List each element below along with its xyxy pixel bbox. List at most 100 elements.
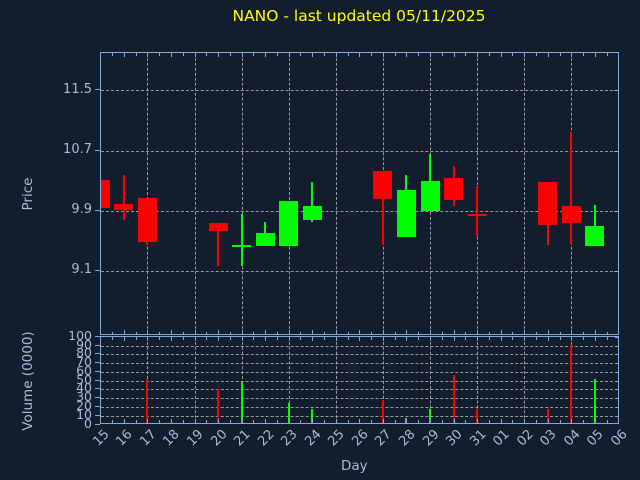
- vertical-gridline: [241, 337, 243, 423]
- volume-tick-mark: [95, 362, 100, 364]
- x-tick-mark: [300, 337, 302, 340]
- volume-tick-mark: [614, 363, 618, 365]
- x-tick-mark: [500, 330, 502, 334]
- x-tick-mark: [430, 418, 431, 423]
- x-tick-mark: [512, 420, 514, 423]
- x-tick-mark: [100, 418, 102, 423]
- volume-tick-label: 10: [76, 406, 92, 422]
- volume-tick-mark: [614, 398, 618, 400]
- volume-tick-label: 30: [76, 389, 92, 405]
- x-tick-mark: [112, 331, 114, 334]
- x-tick-mark: [371, 420, 373, 423]
- candlestick-body: [232, 244, 252, 248]
- x-tick-mark: [288, 53, 290, 57]
- x-tick-mark: [441, 337, 443, 340]
- volume-bar: [570, 344, 573, 423]
- volume-tick-label: 20: [76, 397, 92, 413]
- price-tick-mark: [95, 209, 100, 211]
- volume-bar: [452, 375, 455, 423]
- candlestick-body: [420, 180, 440, 212]
- candlestick-body: [467, 213, 487, 217]
- volume-gridline: [100, 354, 618, 356]
- candlestick-body: [444, 178, 464, 201]
- x-tick-mark: [594, 418, 596, 423]
- price-tick-label: 10.7: [63, 142, 92, 158]
- x-tick-mark: [524, 53, 526, 57]
- volume-tick-mark: [95, 335, 100, 337]
- x-tick-mark: [194, 330, 196, 334]
- candlestick-body: [100, 179, 110, 208]
- vertical-gridline: [430, 337, 431, 423]
- volume-bar: [240, 382, 243, 423]
- candlestick-wick: [311, 182, 314, 223]
- candlestick-wick: [570, 132, 573, 244]
- x-tick-mark: [512, 53, 514, 56]
- chart-title: NANO - last updated 05/11/2025: [232, 7, 486, 25]
- x-tick-mark: [335, 53, 337, 57]
- x-tick-mark: [371, 331, 373, 334]
- x-tick-mark: [312, 53, 314, 57]
- candlestick-wick: [240, 214, 243, 266]
- volume-gridline: [100, 389, 618, 391]
- volume-bar: [287, 403, 290, 423]
- x-tick-mark: [477, 418, 479, 423]
- x-tick-mark: [583, 331, 585, 334]
- x-tick-mark: [594, 330, 596, 334]
- x-tick-mark: [123, 418, 125, 423]
- x-tick-mark: [182, 420, 184, 423]
- x-tick-mark: [276, 53, 278, 56]
- x-tick-mark: [571, 418, 573, 423]
- x-tick-mark: [441, 53, 443, 56]
- x-tick-mark: [418, 53, 420, 56]
- x-tick-mark: [253, 331, 255, 334]
- x-tick-mark: [312, 337, 314, 341]
- x-tick-mark: [147, 337, 149, 341]
- x-tick-mark: [382, 330, 384, 334]
- x-tick-mark: [335, 337, 337, 341]
- candlestick-body: [561, 206, 581, 223]
- candlestick-body: [255, 233, 275, 247]
- candlestick-wick: [593, 205, 596, 247]
- x-tick-mark: [547, 330, 549, 334]
- x-tick-mark: [253, 53, 255, 56]
- x-tick-mark: [535, 331, 537, 334]
- x-tick-mark: [418, 337, 420, 340]
- price-tick-mark: [613, 270, 618, 272]
- x-tick-mark: [194, 53, 196, 57]
- x-tick-mark: [594, 53, 596, 57]
- x-tick-mark: [418, 331, 420, 334]
- x-tick-mark: [288, 330, 290, 334]
- x-tick-mark: [583, 53, 585, 56]
- candlestick-body: [208, 222, 228, 232]
- x-tick-mark: [194, 418, 196, 423]
- x-tick-mark: [159, 53, 161, 56]
- x-tick-mark: [206, 331, 208, 334]
- volume-tick-mark: [614, 389, 618, 391]
- x-tick-mark: [218, 330, 220, 334]
- volume-tick-mark: [95, 353, 100, 355]
- x-tick-mark: [594, 337, 596, 341]
- x-tick-mark: [500, 53, 502, 57]
- x-tick-mark: [194, 337, 196, 341]
- price-tick-mark: [613, 150, 618, 152]
- x-tick-mark: [382, 418, 384, 423]
- x-tick-mark: [453, 53, 455, 57]
- x-tick-mark: [218, 418, 220, 423]
- volume-tick-label: 90: [76, 336, 92, 352]
- x-tick-mark: [559, 337, 561, 340]
- candlestick-body: [137, 197, 157, 243]
- x-tick-mark: [312, 330, 314, 334]
- x-tick-mark: [571, 53, 573, 57]
- volume-tick-mark: [95, 414, 100, 416]
- candlestick-wick: [217, 222, 220, 266]
- x-tick-mark: [324, 331, 326, 334]
- x-tick-mark: [371, 337, 373, 340]
- x-tick-mark: [477, 53, 479, 57]
- x-tick-mark: [324, 53, 326, 56]
- x-tick-mark: [606, 53, 608, 56]
- x-tick-mark: [571, 337, 573, 341]
- x-tick-mark: [524, 337, 526, 341]
- x-tick-mark: [441, 420, 443, 423]
- volume-tick-mark: [95, 397, 100, 399]
- x-tick-mark: [123, 330, 125, 334]
